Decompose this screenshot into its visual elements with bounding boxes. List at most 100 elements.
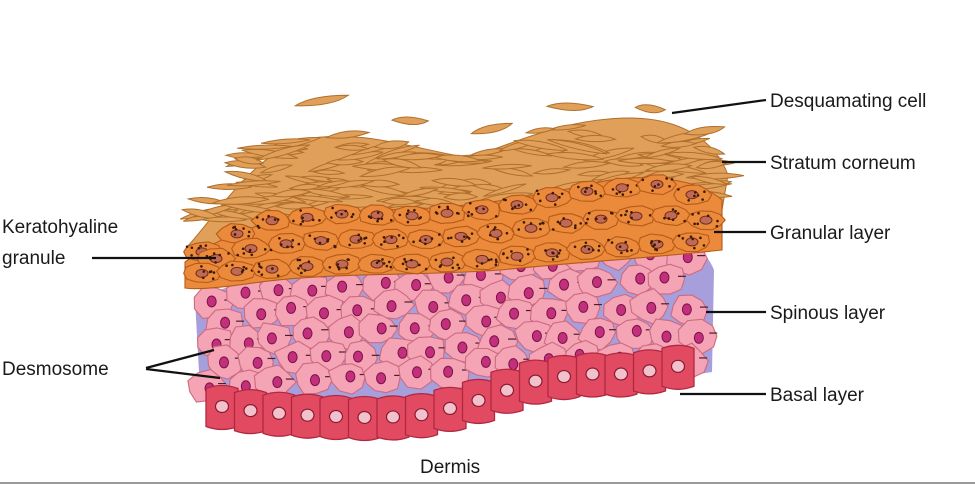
spinous-cell-nucleus <box>440 318 451 331</box>
keratohyaline-granule <box>449 236 453 240</box>
keratohyaline-granule <box>276 274 280 277</box>
corneum-flake <box>337 151 384 161</box>
corneum-flake <box>226 180 281 187</box>
spinous-cell-nucleus <box>508 358 519 371</box>
keratohyaline-granule <box>620 251 623 255</box>
spinous-cell-nucleus <box>218 356 229 369</box>
keratohyaline-granule <box>706 214 710 218</box>
keratohyaline-granule <box>359 237 363 240</box>
spinous-cell-nucleus <box>457 341 468 354</box>
keratohyaline-granule <box>205 254 209 258</box>
keratohyaline-granule <box>397 234 401 237</box>
basal-cell-nucleus <box>613 367 629 381</box>
keratohyaline-granule <box>505 231 509 235</box>
keratohyaline-granule <box>387 260 391 264</box>
keratohyaline-granule <box>404 260 407 263</box>
granular-cell-nucleus <box>545 193 559 203</box>
keratohyaline-granule <box>396 245 399 248</box>
keratohyaline-granule <box>424 242 427 246</box>
spinous-cell-nucleus <box>681 303 692 316</box>
basal-cell-nucleus <box>214 399 230 414</box>
keratohyaline-granule <box>691 237 694 241</box>
keratohyaline-granule <box>671 218 675 222</box>
leader-desmosome-lower <box>145 367 221 380</box>
keratohyaline-granule <box>526 252 530 256</box>
corneum-flake <box>430 177 478 187</box>
keratohyaline-granule <box>308 234 312 237</box>
keratohyaline-granule <box>241 247 245 251</box>
keratohyaline-granule <box>364 236 368 240</box>
keratohyaline-granule <box>451 266 455 270</box>
keratohyaline-granule <box>331 206 334 210</box>
keratohyaline-granule <box>434 211 438 214</box>
spinous-cell-nucleus <box>353 350 364 363</box>
corneum-flake <box>333 144 370 151</box>
granular-cell-nucleus <box>370 210 384 220</box>
keratohyaline-granule <box>291 245 294 249</box>
keratohyaline-granule <box>584 241 588 245</box>
keratohyaline-granule <box>663 216 666 220</box>
corneum-flake <box>695 160 728 170</box>
keratohyaline-granule <box>653 185 657 188</box>
keratohyaline-granule <box>412 240 415 244</box>
spinous-cell-nucleus <box>409 322 420 335</box>
keratohyaline-granule <box>651 189 654 192</box>
keratohyaline-granule <box>697 211 700 215</box>
keratohyaline-granule <box>535 189 539 193</box>
keratohyaline-granule <box>587 247 591 251</box>
keratohyaline-granule <box>307 260 311 263</box>
corneum-flake <box>256 144 311 161</box>
spinous-cell-nucleus <box>376 372 387 385</box>
granular-cell-nucleus <box>440 208 454 218</box>
keratohyaline-granule <box>452 256 455 260</box>
keratohyaline-granule <box>348 243 351 247</box>
keratohyaline-granule <box>286 245 289 249</box>
granular-cell-nucleus <box>475 205 489 215</box>
keratohyaline-granule <box>430 237 434 240</box>
keratohyaline-granule <box>347 258 350 261</box>
keratohyaline-granule <box>434 258 438 262</box>
desquamating-cell <box>293 94 350 107</box>
keratohyaline-granule <box>506 256 509 260</box>
keratohyaline-granule <box>382 262 386 265</box>
keratohyaline-granule <box>621 193 625 196</box>
keratohyaline-granule <box>475 264 479 268</box>
keratohyaline-granule <box>236 253 240 257</box>
corneum-flake <box>237 144 293 150</box>
keratohyaline-granule <box>301 220 305 223</box>
keratohyaline-granule <box>380 217 384 221</box>
corneum-flake <box>531 168 572 175</box>
spinous-cell-nucleus <box>481 315 492 328</box>
keratohyaline-granule <box>376 219 379 223</box>
keratohyaline-granule <box>398 213 402 217</box>
keratohyaline-granule <box>467 210 470 214</box>
keratohyaline-granule <box>345 266 348 270</box>
keratohyaline-granule <box>299 209 302 212</box>
corneum-flake <box>300 188 350 198</box>
keratohyaline-granule <box>418 263 421 267</box>
keratohyaline-granule <box>510 250 513 253</box>
keratohyaline-granule <box>269 248 273 252</box>
keratohyaline-granule <box>190 254 193 257</box>
spinous-cell-nucleus <box>461 294 472 307</box>
corneum-flake <box>431 154 483 163</box>
keratohyaline-granule <box>255 216 259 219</box>
granular-cell-nucleus <box>195 268 209 278</box>
keratohyaline-granule <box>650 239 654 243</box>
keratohyaline-granule <box>595 217 598 221</box>
keratohyaline-granule <box>199 244 202 248</box>
leader-desmosome-upper <box>145 348 215 370</box>
keratohyaline-granule <box>513 205 517 208</box>
keratohyaline-granule <box>225 264 228 268</box>
keratohyaline-granule <box>618 190 621 194</box>
granular-cell-nucleus <box>489 228 503 238</box>
keratohyaline-granule <box>641 178 645 182</box>
spinous-cell-nucleus <box>206 295 217 308</box>
keratohyaline-granule <box>689 235 693 238</box>
spinous-cell-nucleus <box>495 291 506 304</box>
keratohyaline-granule <box>496 237 499 241</box>
keratohyaline-granule <box>367 215 371 218</box>
keratohyaline-granule <box>627 220 630 224</box>
keratohyaline-granule <box>599 194 603 198</box>
